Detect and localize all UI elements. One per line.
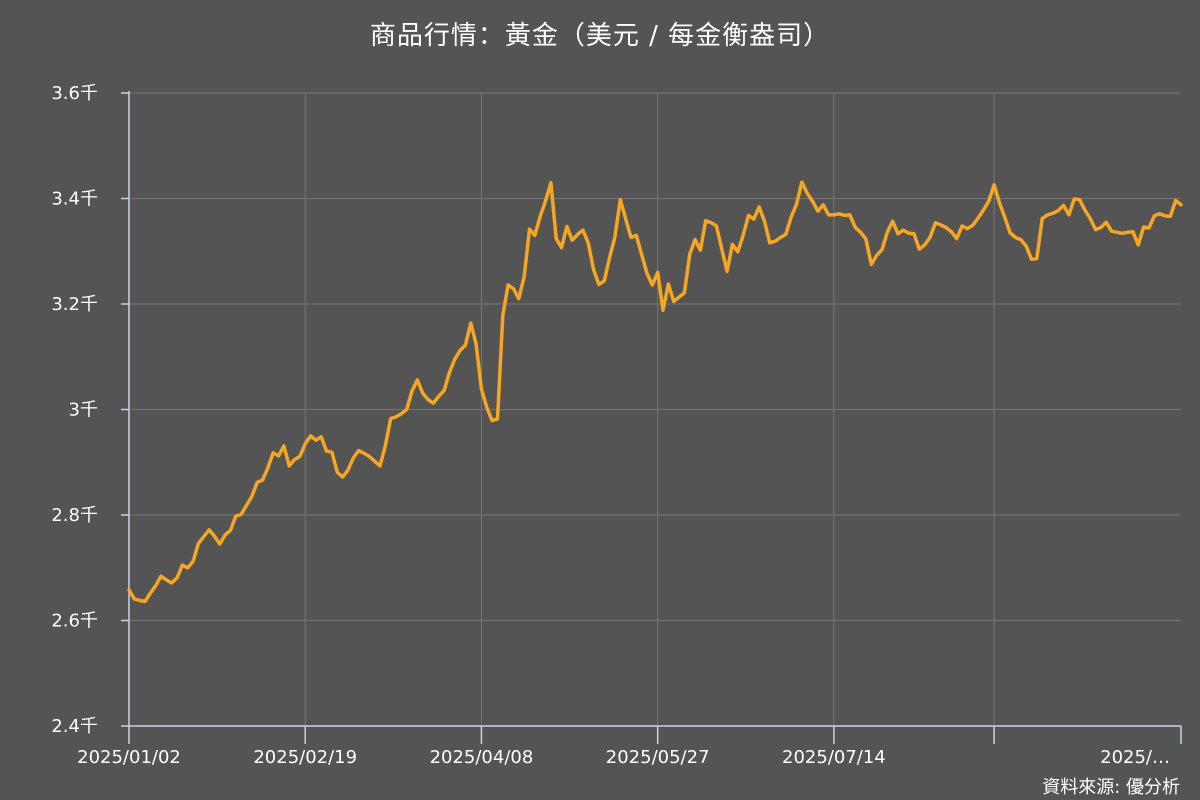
- y-tick-label: 3.6千: [51, 83, 98, 104]
- y-tick-label: 2.6千: [51, 611, 98, 632]
- x-tick-label: 2025/07/14: [782, 747, 886, 768]
- tick-labels: 2.4千 2.6千 2.8千 3千 3.2千 3.4千 3.6千 2025/01/02 2025…: [51, 83, 1170, 768]
- chart-title: 商品行情：黃金（美元 / 每金衡盎司）: [370, 21, 830, 51]
- y-tick-label: 2.8千: [51, 505, 98, 526]
- y-tick-label: 3.2千: [51, 294, 98, 315]
- y-tick-label: 3.4千: [51, 189, 98, 210]
- y-tick-label: 2.4千: [51, 716, 98, 737]
- x-tick-label: 2025/05/27: [606, 747, 710, 768]
- source-note: 資料來源: 優分析: [1042, 777, 1180, 798]
- x-tick-label: 2025/01/02: [77, 747, 181, 768]
- grid-lines: [129, 92, 1181, 726]
- axes: [121, 91, 1182, 744]
- x-tick-label: 2025/…: [1100, 747, 1170, 768]
- gold-price-series-line: [127, 180, 1183, 604]
- y-tick-label: 3千: [69, 400, 98, 421]
- x-tick-label: 2025/02/19: [253, 747, 357, 768]
- series-layer: [127, 180, 1183, 604]
- x-tick-label: 2025/04/08: [430, 747, 534, 768]
